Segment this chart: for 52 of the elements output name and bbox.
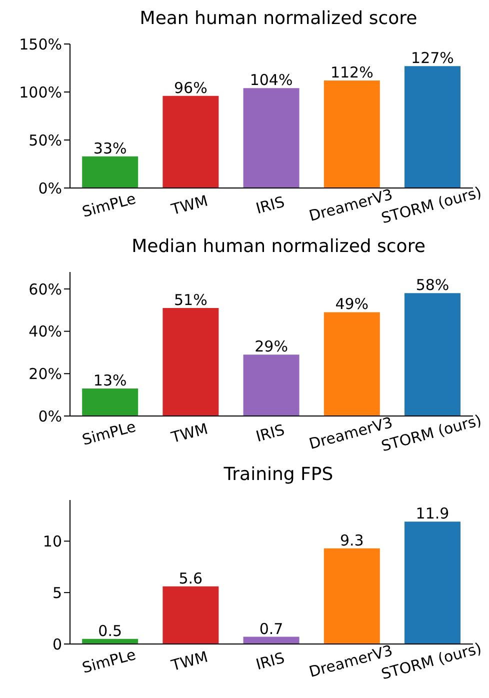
x-tick-label: SimPLe (80, 645, 138, 677)
bar (243, 354, 300, 416)
bar (82, 156, 138, 188)
y-tick-label: 150% (19, 35, 62, 54)
data-label: 13% (93, 371, 127, 390)
y-tick-label: 50% (28, 131, 62, 150)
data-label: 0.5 (98, 622, 122, 640)
data-label: 104% (250, 71, 293, 90)
x-tick-label: IRIS (254, 420, 286, 446)
data-label: 9.3 (340, 531, 364, 550)
y-tick-label: 5 (52, 584, 62, 602)
bar (324, 548, 380, 644)
chart-title: Training FPS (222, 464, 334, 487)
data-label: 33% (93, 139, 127, 158)
data-label: 0.7 (259, 620, 284, 638)
bar (82, 388, 138, 416)
chart-title: Median human normalized score (130, 236, 426, 259)
x-tick-label: TWM (168, 192, 210, 219)
bar (243, 88, 300, 188)
bar (162, 308, 219, 416)
y-tick-label: 0% (38, 179, 62, 198)
data-label: 96% (174, 78, 208, 97)
data-label: 29% (254, 338, 288, 356)
x-tick-label: TWM (168, 648, 210, 675)
y-tick-label: 40% (28, 322, 62, 341)
bar (162, 96, 219, 188)
chart-title: Mean human normalized score (138, 8, 418, 31)
bar (162, 586, 219, 644)
x-tick-label: SimPLe (80, 417, 138, 449)
y-tick-label: 0 (52, 635, 62, 654)
bar (404, 522, 460, 644)
x-tick-label: IRIS (254, 192, 286, 218)
data-label: 112% (330, 63, 374, 82)
bar (404, 293, 460, 416)
bar (404, 66, 460, 188)
data-label: 5.6 (178, 569, 203, 588)
bar (324, 312, 380, 416)
y-tick-label: 20% (28, 364, 62, 383)
y-tick-label: 10 (42, 532, 62, 550)
data-label: 11.9 (416, 504, 450, 523)
data-label: 51% (174, 291, 208, 309)
data-label: 127% (411, 49, 454, 68)
y-tick-label: 60% (28, 280, 62, 298)
bar (324, 80, 380, 188)
x-tick-label: IRIS (254, 648, 286, 674)
y-tick-label: 100% (19, 83, 62, 102)
y-tick-label: 0% (38, 407, 62, 426)
data-label: 49% (335, 295, 369, 314)
bar (243, 636, 300, 644)
x-tick-label: SimPLe (80, 189, 138, 221)
x-tick-label: TWM (168, 420, 210, 447)
data-label: 58% (416, 276, 450, 294)
